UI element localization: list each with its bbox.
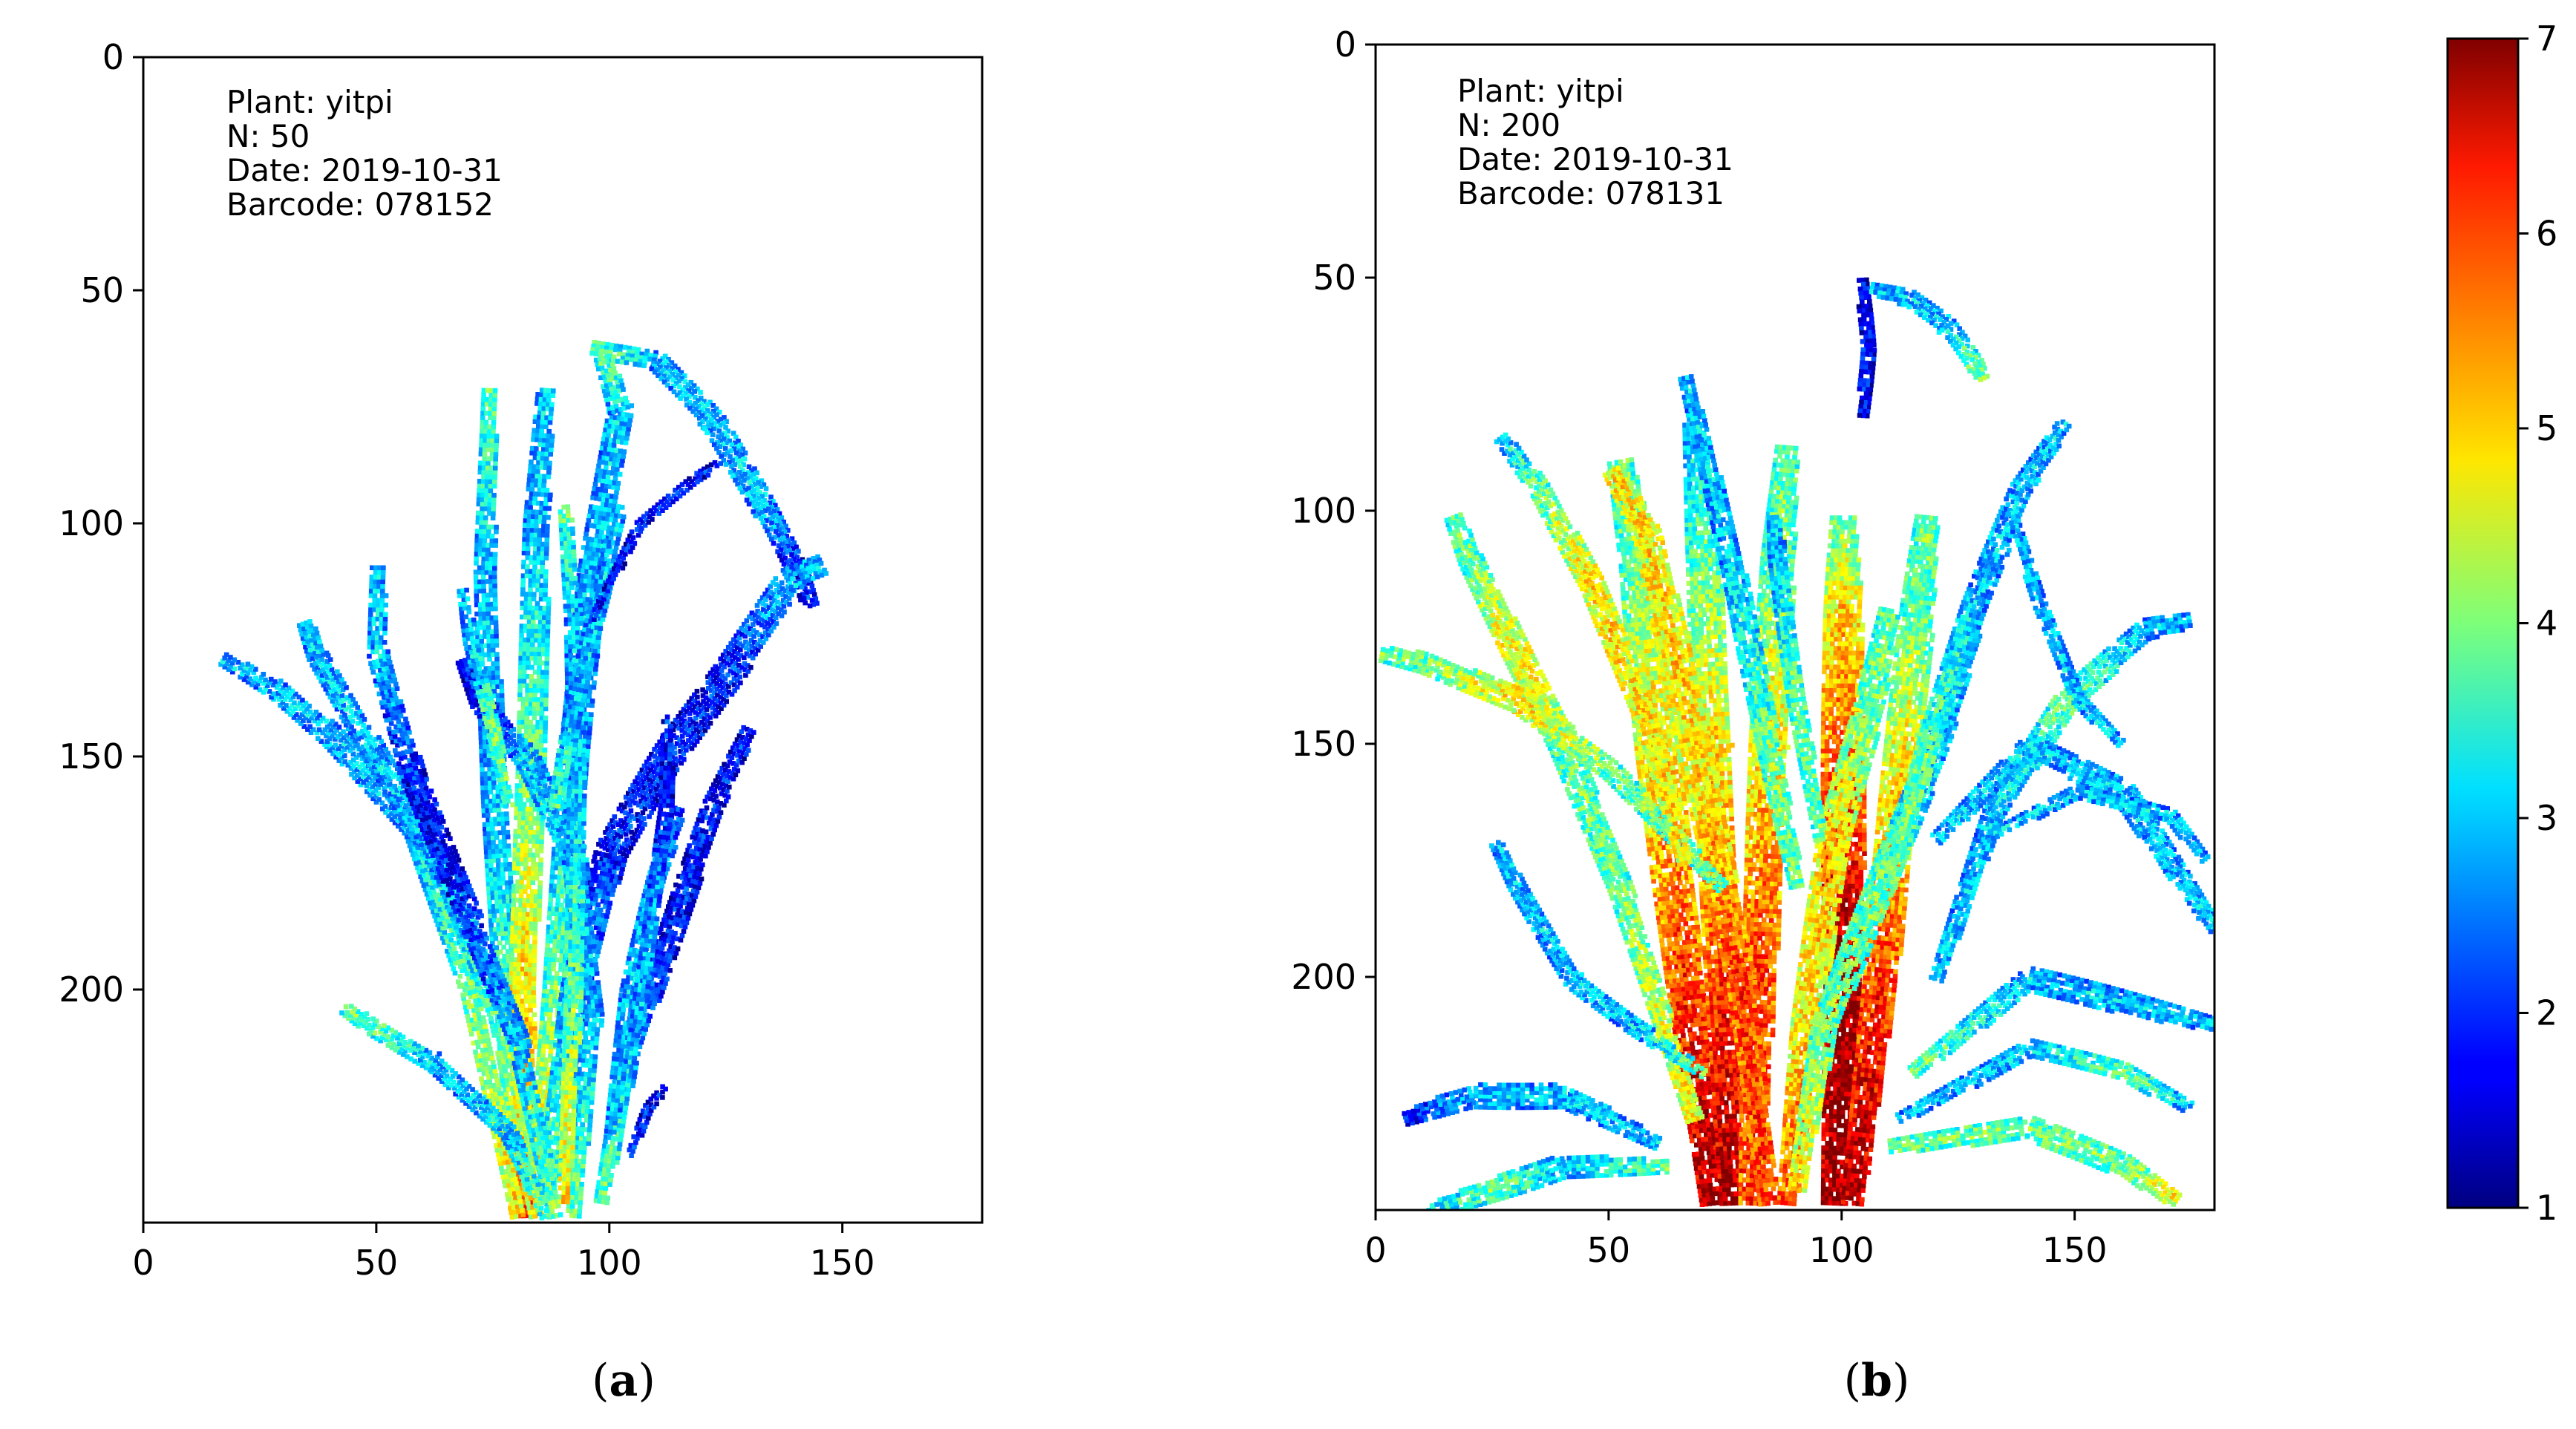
x-tick-label-a-100: 100 <box>577 1243 642 1283</box>
leaf-a-14 <box>624 714 676 1065</box>
leaf-a-4 <box>589 339 820 609</box>
plot-frame-b <box>1374 43 2216 1211</box>
leaf-b-17 <box>1887 1116 2183 1207</box>
x-tick-label-b-50: 50 <box>1587 1230 1631 1270</box>
leaf-b-21 <box>1489 840 1708 1079</box>
leaf-b-19 <box>1402 1082 1663 1151</box>
annotation-line-b-4: Barcode: 078131 <box>1457 175 1725 212</box>
axes-b: 0 50 100 150 0 50 100 150 200 <box>1291 24 2107 1270</box>
x-tick-label-a-150: 150 <box>810 1243 875 1283</box>
colorbar-tick-label-1: 1 <box>2536 1188 2557 1228</box>
leaf-b-20 <box>1426 1154 1670 1210</box>
y-tick-label-a-50: 50 <box>80 270 124 310</box>
colorbar: 1 2 3 4 5 6 7 <box>2446 19 2557 1228</box>
leaf-b-11 <box>1494 432 1693 867</box>
y-tick-label-b-150: 150 <box>1291 724 1356 764</box>
caption-a: (a) <box>592 1355 656 1407</box>
annotation-line-a-1: Plant: yitpi <box>226 84 393 120</box>
annotation-line-b-1: Plant: yitpi <box>1457 73 1624 109</box>
leaf-a-18 <box>627 1084 668 1158</box>
annotation-line-a-2: N: 50 <box>226 118 310 154</box>
colorbar-tick-label-2: 2 <box>2536 993 2557 1033</box>
leaf-a-9 <box>339 1004 552 1220</box>
y-tick-label-a-0: 0 <box>102 37 124 77</box>
leaf-pixels-a <box>218 339 829 1220</box>
annotation-line-b-3: Date: 2019-10-31 <box>1457 141 1733 177</box>
x-tick-label-b-150: 150 <box>2042 1230 2108 1270</box>
heatmap-panel-b: 0 50 100 150 0 50 100 150 200 Plant: yitpi N: 20… <box>1291 24 2216 1270</box>
plot-frame-a <box>142 56 984 1224</box>
annotation-line-a-4: Barcode: 078152 <box>226 186 494 223</box>
leaf-b-22 <box>1766 514 1826 843</box>
leaf-a-16 <box>457 587 515 809</box>
x-tick-label-b-0: 0 <box>1364 1230 1386 1270</box>
leaf-b-18 <box>1930 734 2214 935</box>
y-tick-label-a-100: 100 <box>59 503 124 543</box>
y-tick-label-b-100: 100 <box>1291 491 1356 531</box>
leaf-b-9 <box>1444 512 1704 1125</box>
leaf-pixels-b <box>1378 277 2214 1210</box>
leaf-b-26 <box>2006 509 2126 748</box>
leaf-b-12 <box>1678 374 1805 890</box>
y-tick-label-b-200: 200 <box>1291 957 1356 997</box>
colorbar-tick-label-7: 7 <box>2536 19 2557 59</box>
caption-b-letter: b <box>1861 1355 1892 1407</box>
caption-a-letter: a <box>609 1355 638 1407</box>
leaf-b-16 <box>1895 1038 2195 1124</box>
leaf-b-23 <box>1856 277 1877 419</box>
colorbar-tick-label-5: 5 <box>2536 408 2557 448</box>
y-tick-label-b-50: 50 <box>1312 258 1356 298</box>
leaf-a-8 <box>367 565 563 1220</box>
annotation-line-b-2: N: 200 <box>1457 107 1560 143</box>
leaf-b-13 <box>1883 419 2072 890</box>
colorbar-tick-label-6: 6 <box>2536 214 2557 254</box>
leaf-b-25 <box>1979 784 2211 864</box>
annotation-line-a-3: Date: 2019-10-31 <box>226 152 503 189</box>
colorbar-ticks: 1 2 3 4 5 6 7 <box>2518 19 2557 1228</box>
colorbar-gradient <box>2448 39 2518 1208</box>
y-tick-label-a-200: 200 <box>59 969 124 1010</box>
heatmap-panel-a: 0 50 100 150 0 50 100 150 200 Plant: yitpi N: 50… <box>59 37 984 1283</box>
axes-a: 0 50 100 150 0 50 100 150 200 <box>59 37 875 1283</box>
colorbar-tick-label-3: 3 <box>2536 798 2557 838</box>
colorbar-tick-label-4: 4 <box>2536 604 2557 644</box>
leaf-b-1 <box>1606 457 1727 1207</box>
caption-b: (b) <box>1844 1355 1910 1407</box>
x-tick-label-a-50: 50 <box>355 1243 399 1283</box>
y-tick-label-a-150: 150 <box>59 736 124 776</box>
x-tick-label-b-100: 100 <box>1809 1230 1874 1270</box>
y-tick-label-b-0: 0 <box>1335 24 1356 65</box>
leaf-b-24 <box>1869 281 1990 382</box>
x-tick-label-a-0: 0 <box>132 1243 154 1283</box>
leaf-b-15 <box>1907 966 2214 1079</box>
leaf-a-17 <box>592 460 723 622</box>
